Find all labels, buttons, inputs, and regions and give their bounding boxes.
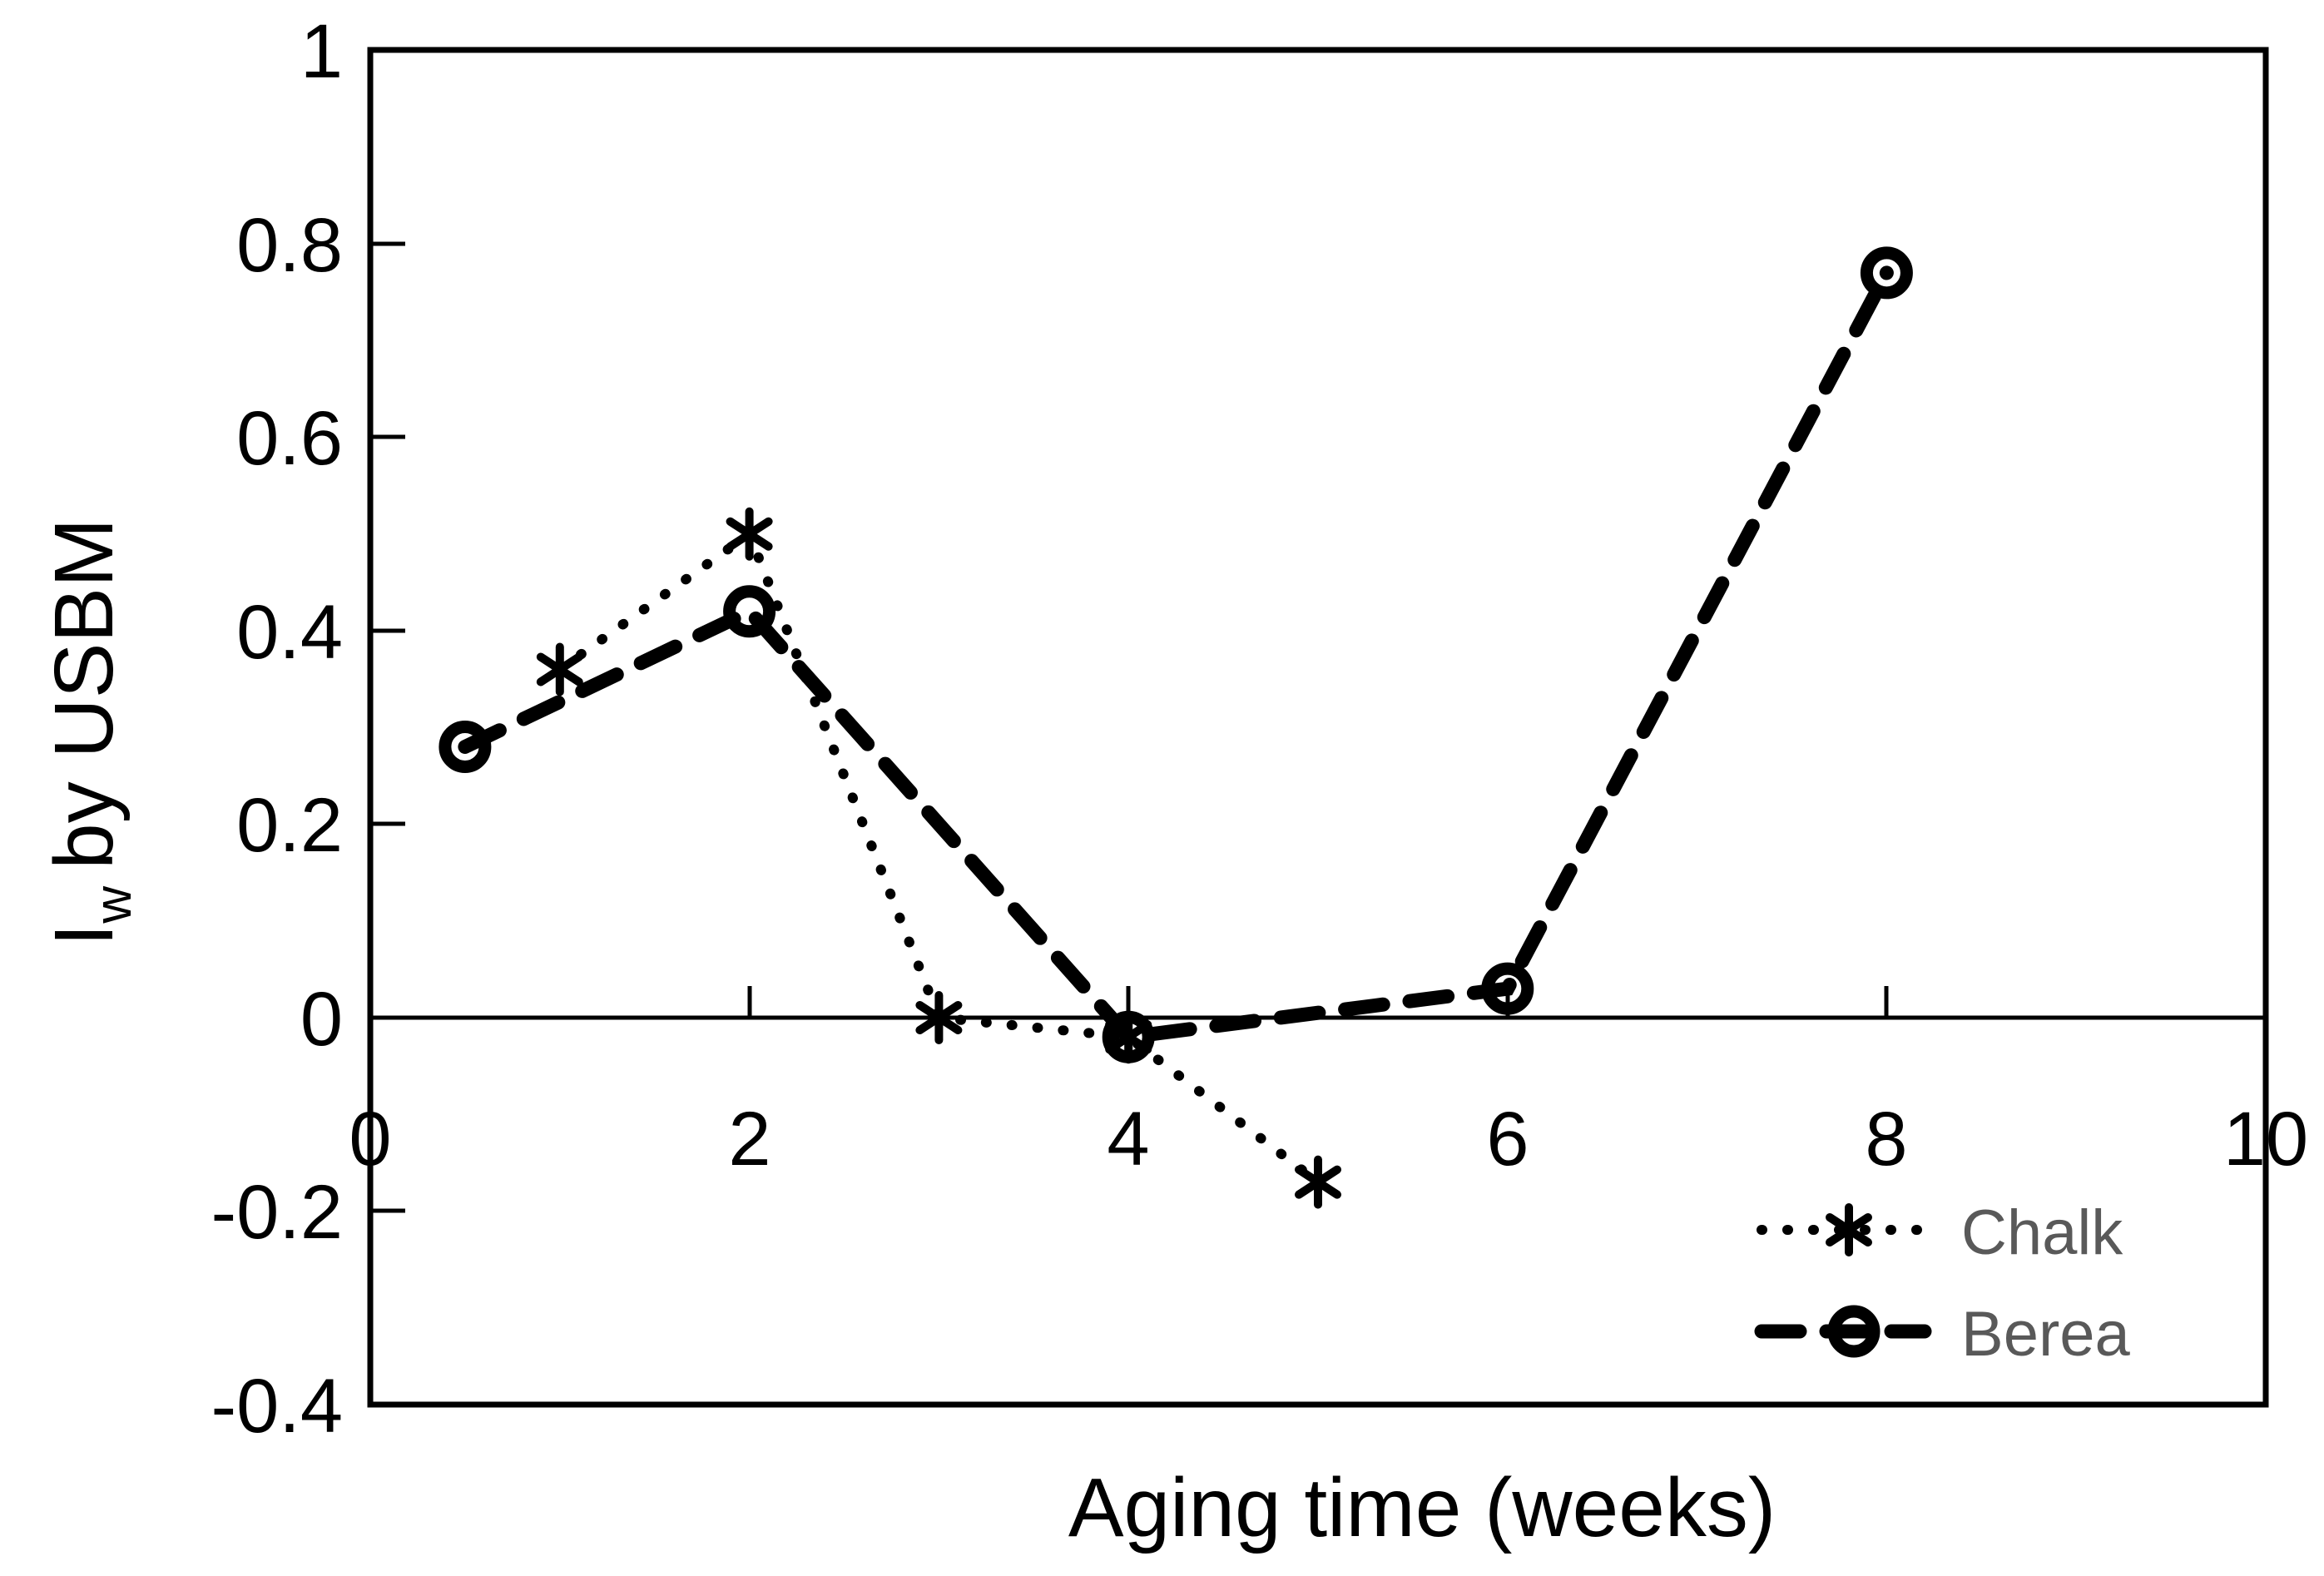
y-axis-title-subscript: w [85, 886, 142, 924]
legend-entry-chalk: Chalk [1757, 1197, 2123, 1268]
legend-label-chalk: Chalk [1961, 1197, 2123, 1268]
data-point-circle-berea [1102, 1010, 1155, 1063]
x-tick-label: 8 [1865, 1097, 1907, 1182]
x-tick-label: 4 [1107, 1097, 1149, 1182]
y-tick-label: -0.4 [211, 1364, 343, 1449]
y-tick-label: 0.4 [236, 590, 343, 675]
x-tick-label: 2 [728, 1097, 771, 1182]
y-axis-labels: 1 0.8 0.6 0.4 0.2 0 -0.2 -0.4 [211, 9, 343, 1449]
data-point-asterisk-chalk [726, 507, 773, 561]
y-tick-label: 0.8 [236, 203, 343, 288]
x-tick-label: 10 [2223, 1097, 2308, 1182]
x-axis-labels: 0 2 4 6 8 10 [349, 1097, 2308, 1182]
data-point-asterisk-chalk [915, 991, 963, 1044]
data-point-circle-berea [1481, 962, 1534, 1015]
plot-border [367, 47, 2269, 1408]
series-line-chalk [554, 526, 1323, 1187]
y-tick-label: 0.6 [236, 396, 343, 481]
x-tick-label: 0 [349, 1097, 391, 1182]
y-tick-label: 0 [300, 977, 343, 1062]
data-point-circle-berea [723, 585, 776, 638]
legend-label-berea: Berea [1961, 1299, 2131, 1370]
y-tick-label: 0.2 [236, 783, 343, 868]
y-axis-title-prefix: I [37, 924, 131, 947]
y-axis-title: Iw by USBM [37, 518, 142, 947]
data-point-circle-berea [1860, 246, 1913, 300]
legend: Chalk Berea [1754, 1197, 2131, 1370]
x-axis-title: Aging time (weeks) [1068, 1461, 1776, 1554]
data-point-asterisk-chalk [536, 642, 583, 696]
legend-entry-berea: Berea [1754, 1299, 2131, 1370]
series-layer [439, 246, 1913, 1209]
data-point-circle-berea [439, 721, 492, 773]
x-tick-label: 6 [1486, 1097, 1529, 1182]
legend-asterisk-marker-icon [1826, 1203, 1872, 1256]
y-tick-label: 1 [300, 9, 343, 94]
y-axis-ticks [370, 241, 405, 1213]
legend-circle-marker-icon [1827, 1305, 1881, 1358]
y-axis-title-suffix: by USBM [37, 518, 131, 870]
y-tick-label: -0.2 [211, 1170, 343, 1255]
data-point-asterisk-chalk [1295, 1155, 1341, 1209]
series-line-berea [458, 265, 1894, 1045]
